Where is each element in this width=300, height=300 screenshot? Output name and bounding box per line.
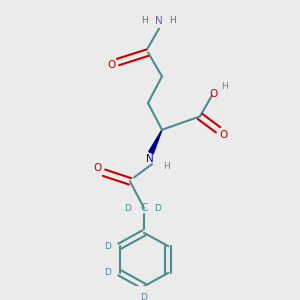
Text: N: N <box>155 16 163 26</box>
Text: N: N <box>146 154 154 164</box>
Text: O: O <box>108 60 116 70</box>
Text: H: H <box>164 163 170 172</box>
Text: D: D <box>124 203 131 212</box>
Text: O: O <box>94 163 102 173</box>
Text: D: D <box>104 268 111 278</box>
Text: H: H <box>222 82 228 91</box>
Text: O: O <box>210 89 218 100</box>
Polygon shape <box>149 130 162 154</box>
Text: H: H <box>169 16 176 26</box>
Text: H: H <box>142 16 148 26</box>
Text: O: O <box>219 130 227 140</box>
Text: C: C <box>140 203 148 213</box>
Text: D: D <box>154 203 161 212</box>
Text: D: D <box>104 242 111 251</box>
Text: D: D <box>141 293 147 300</box>
